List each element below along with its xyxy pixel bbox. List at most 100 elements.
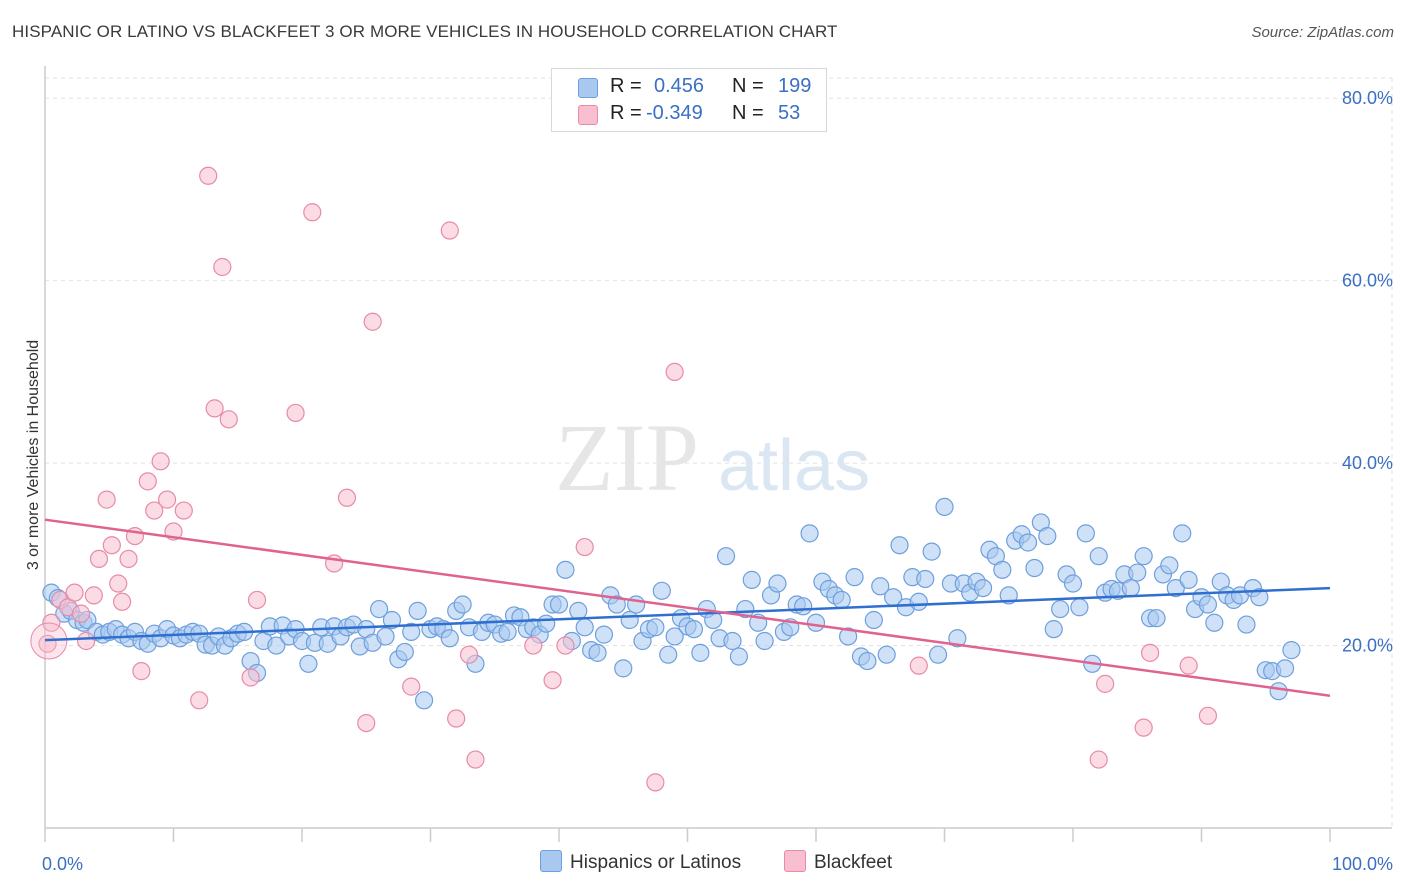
x-tick-label: 0.0% [42, 854, 83, 874]
bottom-legend-blackfeet: Blackfeet [784, 850, 892, 874]
point-hispanic [1269, 682, 1288, 701]
point-hispanic [1025, 558, 1044, 578]
point-hispanic [845, 568, 864, 587]
point-blackfeet [157, 490, 177, 509]
point-blackfeet [132, 662, 151, 681]
point-hispanic [890, 536, 909, 555]
point-blackfeet [138, 472, 157, 491]
point-hispanic [973, 578, 993, 598]
point-blackfeet [665, 362, 684, 382]
legend-swatch-hispanic [578, 78, 598, 98]
point-hispanic [382, 610, 402, 630]
point-blackfeet [1089, 750, 1108, 769]
axes [44, 66, 1392, 842]
point-hispanic [1063, 574, 1083, 593]
point-blackfeet [71, 604, 91, 623]
y-tick-label: 40.0% [1342, 453, 1393, 473]
bottom-legend-hispanic: Hispanics or Latinos [540, 850, 741, 874]
point-blackfeet [190, 691, 209, 710]
point-hispanic [993, 560, 1012, 579]
point-hispanic [839, 627, 858, 646]
point-blackfeet [219, 410, 238, 429]
legend-n-label: N = [732, 102, 764, 124]
point-blackfeet [286, 403, 305, 423]
source-label: Source: ZipAtlas.com [1251, 24, 1394, 41]
point-hispanic [1134, 547, 1153, 566]
trend-line-blackfeet [44, 518, 1331, 697]
point-hispanic [736, 599, 755, 619]
point-hispanic [614, 659, 633, 678]
point-hispanic [1198, 595, 1218, 614]
point-blackfeet [199, 166, 218, 185]
point-blackfeet [466, 750, 485, 769]
point-hispanic [370, 599, 389, 619]
legend-n-value: 53 [778, 102, 801, 124]
point-blackfeet [459, 645, 479, 664]
y-tick-label: 60.0% [1342, 271, 1393, 291]
point-hispanic [1089, 547, 1108, 566]
point-hispanic [440, 629, 459, 648]
legend-r-value: -0.349 [646, 102, 703, 124]
point-hispanic [453, 595, 472, 614]
trend-lines [44, 518, 1331, 697]
watermark-zip: ZIP [555, 404, 699, 511]
point-blackfeet [402, 677, 421, 696]
point-hispanic [999, 586, 1018, 605]
point-blackfeet [109, 574, 128, 593]
y-tick-label: 80.0% [1342, 88, 1393, 108]
point-hispanic [607, 595, 626, 614]
legend-r-label: R = [610, 102, 642, 124]
bottom-legend-swatch-hispanic [540, 850, 562, 872]
point-hispanic [665, 627, 684, 646]
point-hispanic [871, 577, 890, 596]
point-blackfeet [1140, 643, 1160, 662]
point-hispanic [916, 569, 935, 589]
point-hispanic [1070, 598, 1089, 617]
point-hispanic [723, 631, 742, 651]
point-hispanic [755, 631, 774, 651]
point-hispanic [652, 581, 671, 600]
point-hispanic [684, 620, 704, 639]
point-hispanic [402, 622, 421, 641]
point-hispanic [742, 570, 761, 589]
legend-n-label: N = [732, 75, 764, 97]
tick-labels: 20.0% 40.0% 60.0% 80.0% 0.0% 100.0% [42, 88, 1393, 874]
x-tick-label: 100.0% [1332, 854, 1393, 874]
point-blackfeet [575, 537, 594, 557]
point-hispanic [588, 643, 607, 662]
point-hispanic [716, 547, 736, 566]
legend-r-value: 0.456 [654, 75, 705, 97]
chart-title: HISPANIC OR LATINO VS BLACKFEET 3 OR MOR… [12, 22, 838, 41]
point-blackfeet [213, 257, 232, 277]
y-tick-label: 20.0% [1342, 636, 1393, 656]
point-hispanic [729, 647, 749, 666]
legend-n-value: 199 [778, 75, 812, 97]
point-hispanic [864, 610, 883, 630]
point-hispanic [299, 654, 318, 673]
point-hispanic [575, 618, 594, 637]
point-blackfeet [174, 501, 193, 520]
point-blackfeet [1096, 674, 1115, 693]
point-blackfeet [556, 636, 575, 655]
point-hispanic [498, 622, 517, 641]
point-blackfeet [440, 221, 459, 240]
point-blackfeet [97, 490, 116, 509]
point-blackfeet [357, 713, 376, 733]
legend-r-label: R = [610, 75, 642, 97]
point-blackfeet [119, 549, 138, 569]
point-hispanic [1173, 524, 1192, 543]
point-hispanic [646, 618, 665, 637]
point-blackfeet [89, 549, 109, 569]
point-hispanic [1282, 641, 1301, 660]
legend-swatch-blackfeet [578, 105, 598, 125]
point-hispanic [1237, 615, 1256, 634]
point-hispanic [794, 597, 813, 616]
point-blackfeet [447, 709, 466, 728]
point-blackfeet [909, 656, 928, 675]
point-hispanic [1076, 524, 1095, 543]
point-hispanic [408, 601, 427, 620]
point-hispanic [1205, 613, 1224, 632]
point-hispanic [691, 643, 710, 662]
point-hispanic [1128, 563, 1147, 582]
